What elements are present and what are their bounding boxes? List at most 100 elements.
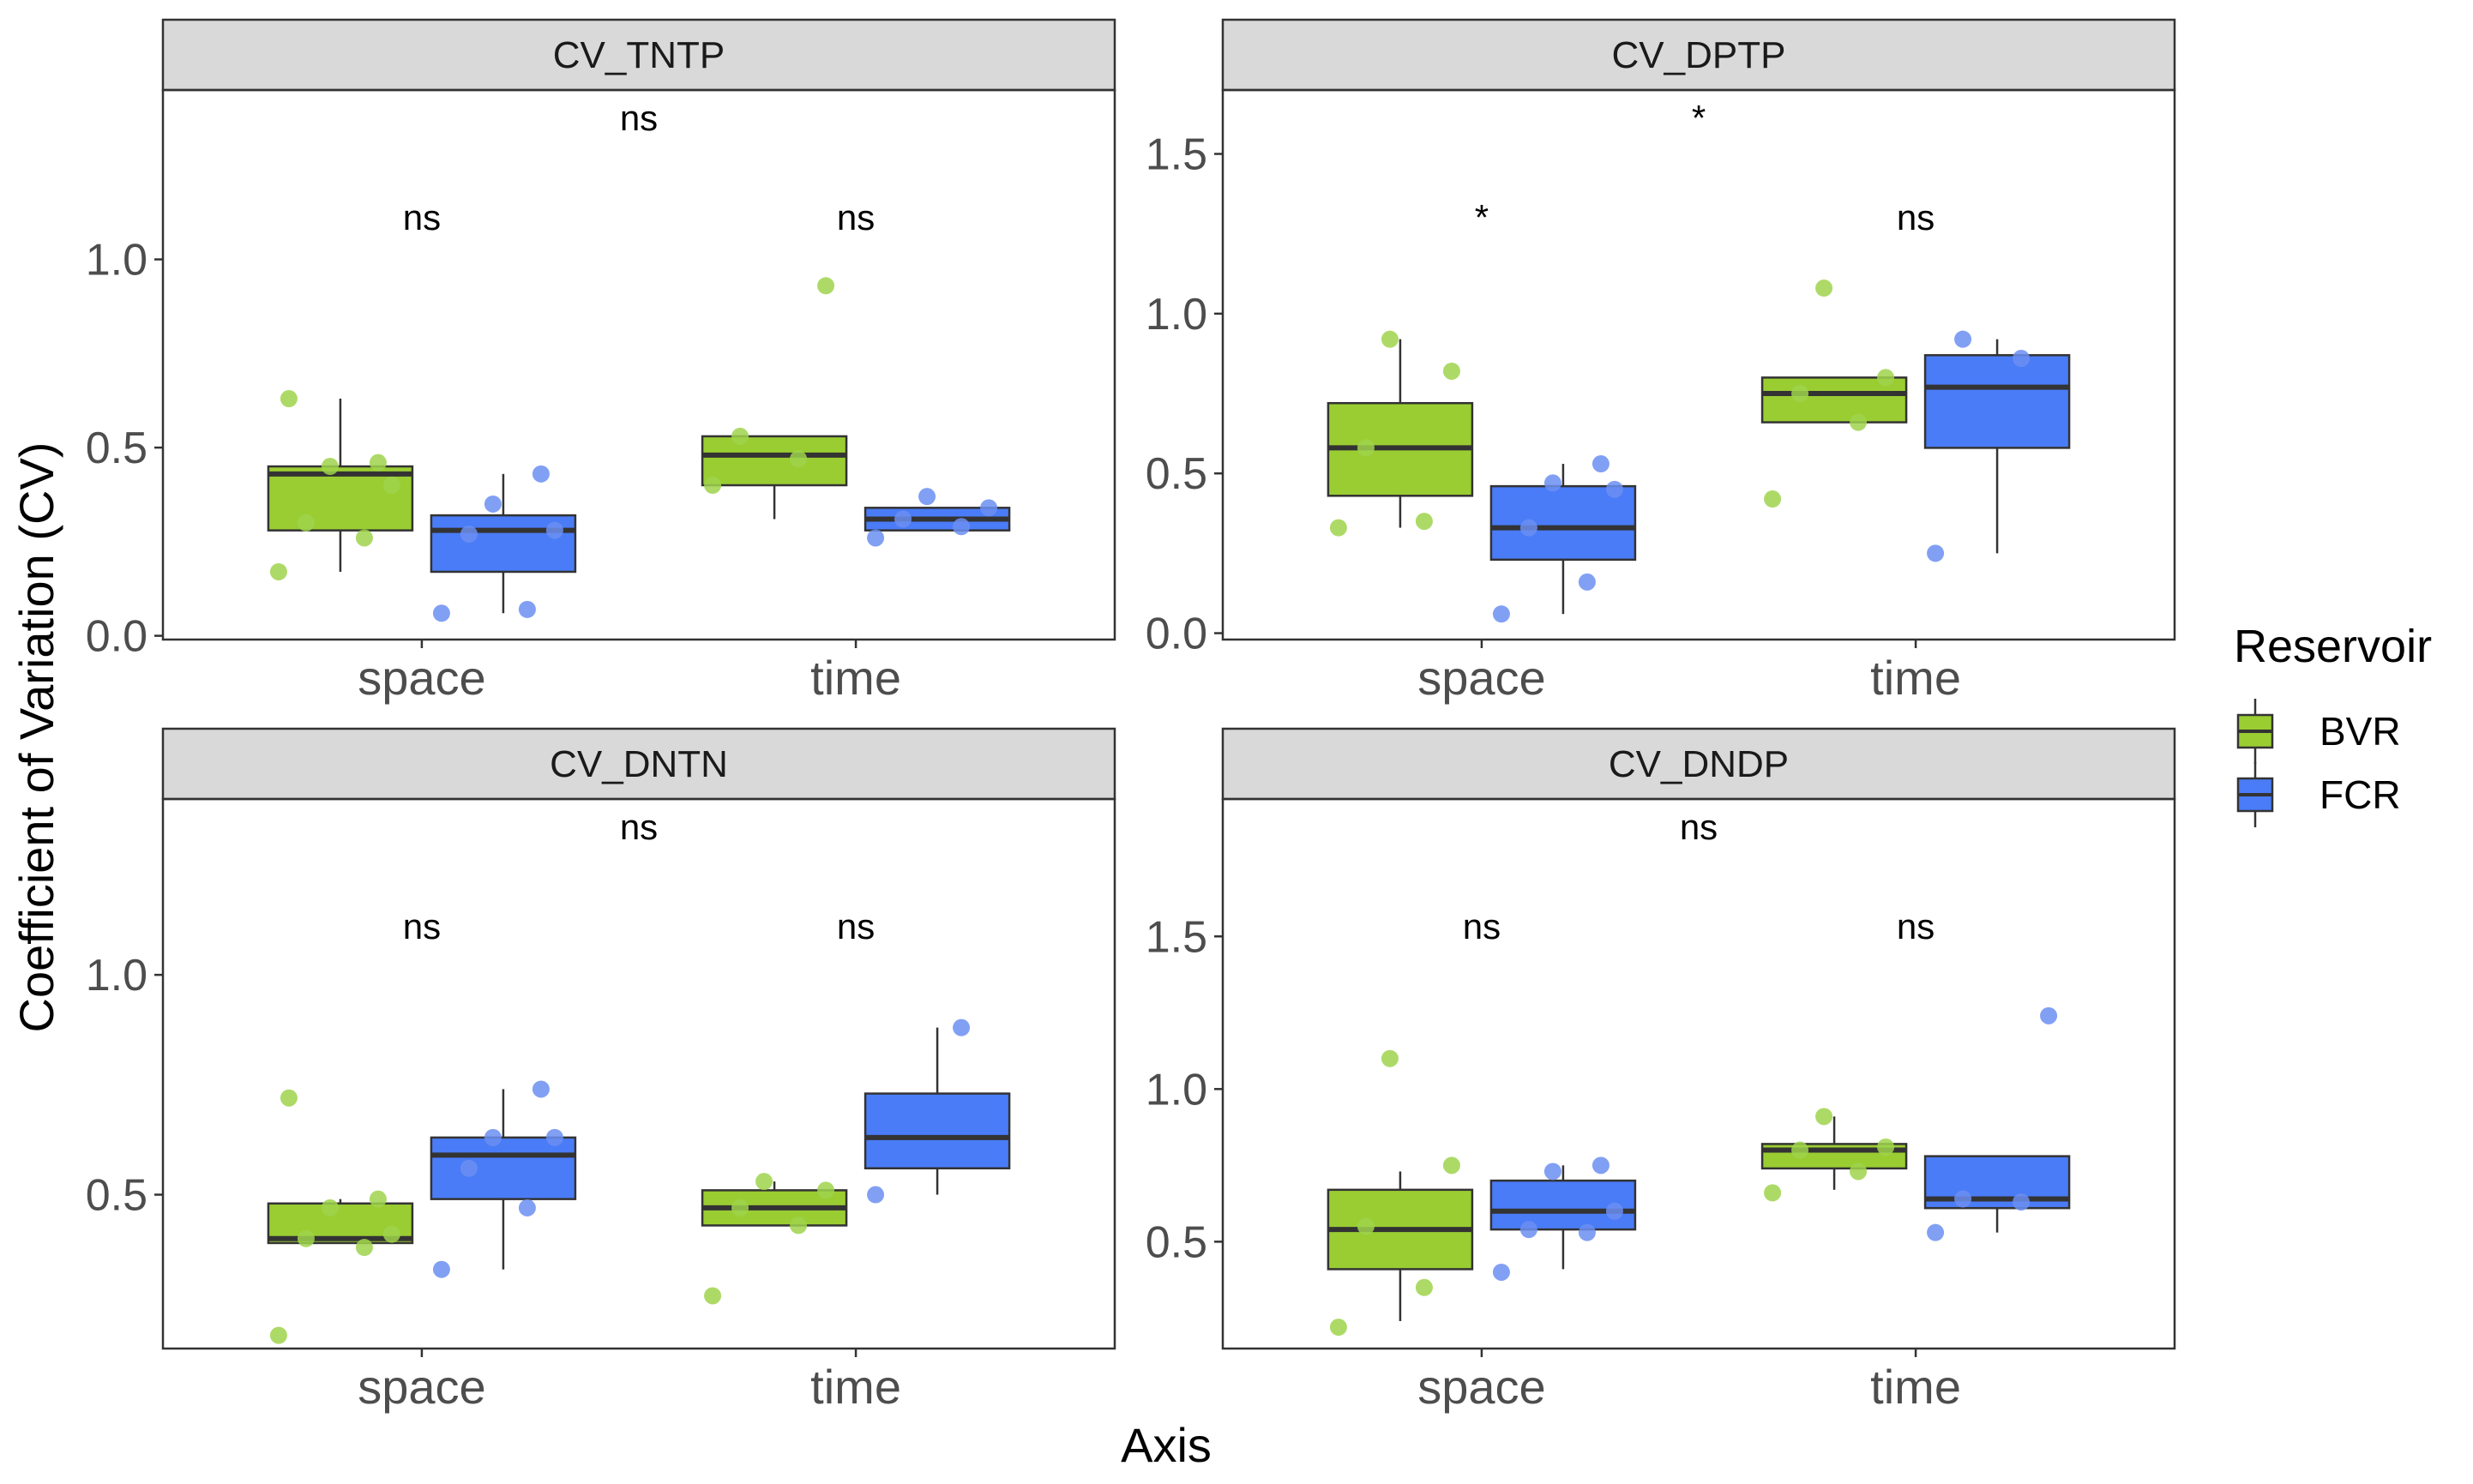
panel-cv-dndp: CV_DNDP 0.5 1.0 1.5 space time ns ns ns [1146, 727, 2176, 1414]
data-point-time-bvr [1877, 369, 1895, 387]
y-tick-label: 0.5 [1146, 449, 1207, 499]
data-point-time-fcr [1954, 1190, 1972, 1208]
data-point-time-bvr [1764, 1184, 1782, 1202]
data-point-time-bvr [1791, 1141, 1809, 1159]
data-point-space-bvr [1415, 1278, 1433, 1296]
box-iqr [1489, 484, 1637, 562]
data-point-time-bvr [704, 476, 722, 494]
x-axis-title: Axis [1121, 1418, 1212, 1472]
x-tick-label-space: space [358, 651, 485, 705]
data-point-time-bvr [790, 1217, 808, 1235]
box-iqr [863, 1092, 1011, 1170]
data-point-space-fcr [1605, 480, 1623, 498]
y-tick-label: 0.5 [1146, 1217, 1207, 1267]
significance-space: * [1475, 197, 1489, 237]
data-point-space-fcr [1492, 1263, 1510, 1281]
data-point-space-fcr [432, 604, 450, 622]
data-point-time-bvr [1815, 1108, 1833, 1126]
data-point-time-fcr [2040, 1006, 2058, 1024]
data-point-time-fcr [867, 1186, 885, 1204]
facet-strip-label: CV_DPTP [1612, 34, 1786, 76]
y-axis-title: Coefficient of Variation (CV) [9, 442, 63, 1033]
significance-space: ns [1463, 906, 1501, 946]
significance-time: ns [837, 906, 875, 946]
data-point-time-bvr [1850, 413, 1868, 431]
data-point-time-fcr [2013, 1193, 2031, 1211]
y-tick-label: 0.0 [86, 612, 147, 662]
legend-entries: BVR FCR [2236, 699, 2401, 827]
legend-key-fcr [2236, 762, 2274, 827]
data-point-space-bvr [297, 1229, 315, 1247]
data-point-space-bvr [369, 1190, 387, 1208]
data-point-time-fcr [980, 499, 998, 517]
data-point-time-bvr [1877, 1138, 1895, 1156]
data-point-space-bvr [369, 454, 387, 472]
box-time-fcr [863, 1027, 1011, 1195]
legend-key-bvr [2236, 699, 2274, 764]
panel-cv-dntn: CV_DNTN 0.5 1.0 space time ns ns ns [86, 727, 1116, 1414]
box-space-fcr [430, 473, 577, 614]
data-point-space-fcr [518, 1199, 536, 1217]
box-space-bvr [1327, 1171, 1474, 1321]
data-point-space-fcr [460, 1159, 478, 1177]
data-point-space-bvr [355, 529, 373, 547]
data-point-space-fcr [432, 1260, 450, 1278]
box-time-fcr [1923, 1155, 2071, 1233]
data-point-time-fcr [953, 518, 971, 536]
data-point-time-fcr [918, 488, 936, 506]
x-tick-label-time: time [810, 1360, 901, 1414]
data-point-time-bvr [817, 1181, 835, 1199]
box-space-bvr [1327, 339, 1474, 528]
facet-strip-label: CV_DNTN [550, 743, 728, 785]
significance-overall: ns [620, 807, 658, 847]
data-point-time-bvr [731, 1199, 749, 1217]
data-point-space-bvr [1357, 439, 1375, 457]
data-point-space-bvr [1329, 1319, 1347, 1337]
data-point-space-fcr [1578, 573, 1596, 591]
data-point-space-bvr [1442, 1157, 1460, 1175]
data-point-time-fcr [894, 510, 912, 528]
data-point-time-bvr [1850, 1163, 1868, 1181]
data-point-time-bvr [755, 1173, 773, 1191]
data-point-time-fcr [1927, 1223, 1945, 1241]
box-space-fcr [1489, 464, 1637, 615]
data-point-space-bvr [297, 514, 315, 532]
box-iqr [267, 465, 414, 532]
data-point-space-bvr [321, 458, 339, 476]
data-point-space-bvr [355, 1239, 373, 1257]
y-tick-label: 1.0 [86, 236, 147, 285]
box-iqr [701, 435, 848, 487]
significance-space: ns [403, 197, 441, 237]
box-time-bvr [701, 435, 848, 520]
data-point-space-fcr [1605, 1202, 1623, 1220]
facet-strip [1221, 18, 2176, 92]
y-tick-label: 1.5 [1146, 130, 1207, 180]
box-space-bvr [267, 399, 414, 572]
data-point-space-bvr [280, 390, 298, 408]
data-point-time-bvr [731, 427, 749, 445]
x-tick-label-space: space [358, 1360, 485, 1414]
data-point-space-fcr [1492, 605, 1510, 623]
panel-frame [161, 88, 1116, 641]
facet-strip-label: CV_TNTP [553, 34, 725, 76]
x-tick-label-space: space [1417, 651, 1545, 705]
data-point-space-bvr [1381, 330, 1399, 348]
data-point-time-fcr [2013, 350, 2031, 368]
data-point-space-bvr [1415, 513, 1433, 531]
box-time-fcr [863, 507, 1011, 532]
x-tick-label-space: space [1417, 1360, 1545, 1414]
y-tick-label: 0.5 [86, 424, 147, 473]
data-point-time-bvr [1815, 279, 1833, 297]
facet-strip [161, 18, 1116, 92]
data-point-space-bvr [1357, 1217, 1375, 1235]
data-point-space-fcr [1543, 474, 1561, 492]
data-point-time-bvr [1791, 385, 1809, 403]
legend: Reservoir BVR FCR [2234, 621, 2432, 827]
data-point-time-fcr [1954, 330, 1972, 348]
significance-overall: * [1692, 98, 1706, 138]
data-point-space-fcr [484, 495, 502, 513]
panel-cv-dptp: CV_DPTP 0.0 0.5 1.0 1.5 space time * * ns [1146, 18, 2176, 705]
data-point-space-fcr [532, 1080, 550, 1098]
box-time-fcr [1923, 339, 2071, 554]
